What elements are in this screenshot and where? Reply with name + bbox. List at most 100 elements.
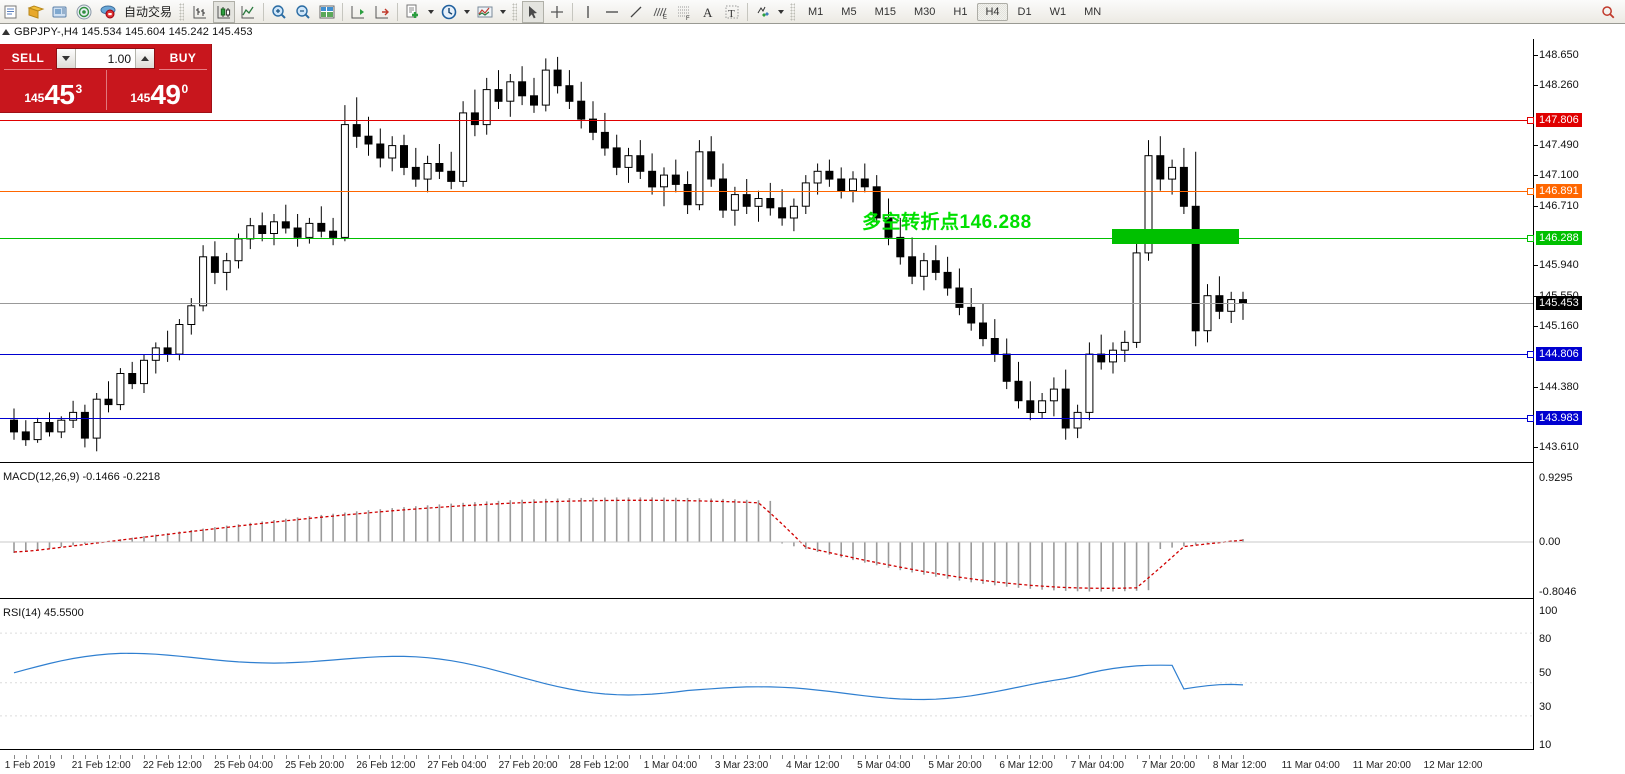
toolbar-grip[interactable] (512, 2, 518, 21)
time-tick-label: 7 Mar 20:00 (1141, 760, 1196, 771)
timeframe-d1[interactable]: D1 (1017, 5, 1032, 18)
price-level-label[interactable]: 147.806 (1536, 113, 1582, 128)
zoom-out-icon[interactable] (292, 1, 314, 23)
macd-label: MACD(12,26,9) -0.1466 -0.2218 (3, 471, 161, 483)
crosshair-icon[interactable] (546, 1, 568, 23)
sell-price-fraction: 3 (75, 82, 83, 96)
buy-button[interactable]: BUY (159, 48, 207, 70)
timeframe-h1[interactable]: H1 (953, 5, 968, 18)
indicators-dropdown-caret[interactable] (500, 9, 507, 14)
fibonacci-icon[interactable]: F (673, 1, 695, 23)
time-tick (61, 755, 63, 759)
period-dropdown-caret[interactable] (464, 9, 471, 14)
price-tick-label: 147.100 (1539, 169, 1579, 182)
zoom-in-icon[interactable] (268, 1, 290, 23)
price-level-line[interactable] (0, 191, 1533, 193)
trendline-icon[interactable] (625, 1, 647, 23)
price-level-line[interactable] (0, 120, 1533, 122)
volume-decrease-button[interactable] (57, 49, 76, 68)
toolbar-grip[interactable] (179, 2, 185, 21)
pivot-zone-rectangle[interactable] (1112, 229, 1239, 244)
price-level-handle[interactable] (1527, 235, 1534, 243)
price-level-handle[interactable] (1527, 350, 1534, 358)
timeframe-m30[interactable]: M30 (913, 5, 936, 18)
price-level-label[interactable]: 144.806 (1536, 346, 1582, 361)
time-tick (675, 755, 677, 759)
templates-icon[interactable] (402, 1, 424, 23)
timeframe-w1[interactable]: W1 (1049, 5, 1067, 18)
news-icon[interactable] (49, 1, 71, 23)
current-price-label[interactable]: 145.453 (1536, 296, 1582, 311)
price-level-label[interactable]: 146.288 (1536, 231, 1582, 246)
sell-price[interactable]: 145 45 3 (0, 70, 106, 110)
time-tick (569, 755, 571, 759)
vertical-line-icon[interactable] (577, 1, 599, 23)
time-axis[interactable]: 1 Feb 2019 21 Feb 12:00 22 Feb 12:00 25 Feb… (0, 751, 1533, 774)
time-tick (640, 755, 642, 759)
volume-increase-button[interactable] (135, 49, 154, 68)
folder-icon[interactable] (25, 1, 47, 23)
bar-chart-icon[interactable] (189, 1, 211, 23)
time-tick (96, 755, 98, 759)
volume-stepper[interactable]: 1.00 (56, 48, 155, 69)
auto-trading-label[interactable]: 自动交易 (124, 5, 173, 19)
macd-pane[interactable] (0, 464, 1533, 599)
horizontal-line-icon[interactable] (601, 1, 623, 23)
line-chart-icon[interactable] (237, 1, 259, 23)
time-tick (451, 755, 453, 759)
buy-price[interactable]: 145 49 0 (105, 70, 212, 110)
rsi-pane[interactable] (0, 600, 1533, 750)
time-tick-label: 6 Mar 12:00 (999, 760, 1053, 771)
time-tick (1172, 755, 1174, 759)
price-pane[interactable] (0, 39, 1533, 463)
new-order-icon[interactable] (1, 1, 23, 23)
chart-shift-icon[interactable] (347, 1, 369, 23)
buy-price-prefix: 145 (130, 91, 151, 105)
grid-icon[interactable] (316, 1, 338, 23)
cursor-icon[interactable] (522, 0, 545, 23)
timeframe-h4[interactable]: H4 (977, 2, 1008, 21)
price-level-label[interactable]: 143.983 (1536, 410, 1582, 425)
market-icon[interactable] (97, 1, 119, 23)
indicators-icon[interactable] (474, 1, 496, 23)
objects-dropdown-caret[interactable] (778, 9, 785, 14)
text-icon[interactable]: A (697, 1, 719, 23)
timeframe-mn[interactable]: MN (1084, 5, 1102, 18)
time-tick-label: 26 Feb 12:00 (356, 760, 416, 771)
time-tick (309, 755, 311, 759)
timeframe-m5[interactable]: M5 (841, 5, 857, 18)
time-tick (900, 755, 902, 759)
price-level-handle[interactable] (1527, 414, 1534, 422)
sell-button[interactable]: SELL (4, 48, 52, 70)
sell-price-main: 45 (44, 79, 75, 110)
search-icon[interactable] (1597, 1, 1619, 23)
signals-icon[interactable] (73, 1, 95, 23)
chart-canvas[interactable]: MACD(12,26,9) -0.1466 -0.2218 RSI(14) 45… (0, 39, 1625, 774)
price-level-line[interactable] (0, 238, 1533, 240)
candlestick-chart-icon[interactable] (213, 0, 236, 23)
time-tick (841, 755, 843, 759)
toolbar-grip[interactable] (790, 2, 796, 21)
text-label-icon[interactable]: T (721, 1, 743, 23)
time-tick (439, 755, 441, 759)
price-level-label[interactable]: 146.891 (1536, 184, 1582, 199)
rsi-tick-label: 30 (1539, 701, 1552, 713)
pivot-annotation[interactable]: 多空转折点146.288 (862, 212, 1032, 233)
objects-icon[interactable] (752, 1, 774, 23)
price-level-handle[interactable] (1527, 117, 1534, 125)
price-axis[interactable]: 148.650 148.260 147.490 147.100 146.710 145.9… (1533, 39, 1625, 751)
elliott-wave-icon[interactable]: E (649, 1, 671, 23)
volume-input[interactable]: 1.00 (107, 51, 131, 66)
templates-dropdown-caret[interactable] (428, 9, 435, 14)
price-level-handle[interactable] (1527, 188, 1534, 196)
timeframe-m15[interactable]: M15 (874, 5, 896, 18)
timeframe-m1[interactable]: M1 (808, 5, 824, 18)
price-level-line[interactable] (0, 353, 1533, 355)
price-level-line[interactable] (0, 417, 1533, 419)
auto-scroll-icon[interactable] (371, 1, 393, 23)
period-icon[interactable] (438, 1, 460, 23)
time-tick-label: 25 Feb 20:00 (285, 760, 345, 771)
expand-arrow-icon[interactable] (2, 29, 10, 35)
trade-panel[interactable]: SELL 1.00 BUY 145 45 3 145 49 0 (0, 44, 212, 113)
